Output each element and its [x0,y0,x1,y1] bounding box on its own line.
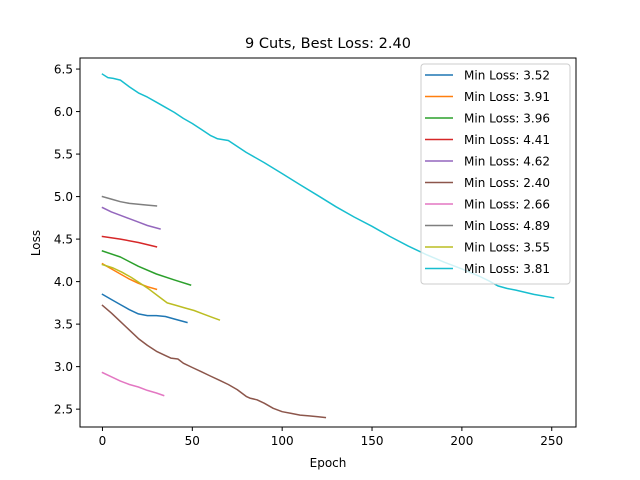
series-line-2 [101,262,158,291]
series-line-4 [101,235,158,248]
legend-item: Min Loss: 3.81 [425,262,550,276]
chart-title: 9 Cuts, Best Loss: 2.40 [245,36,411,52]
legend-item: Min Loss: 4.89 [425,219,550,233]
x-tick-label: 250 [540,434,563,448]
legend-label: Min Loss: 3.52 [464,69,550,83]
x-axis: 0 50 100 150 200 250 [99,427,563,448]
series-line-5 [101,206,161,230]
legend-item: Min Loss: 4.62 [425,155,550,169]
legend-item: Min Loss: 3.52 [425,69,550,83]
x-axis-title: Epoch [310,456,347,470]
legend-label: Min Loss: 4.62 [464,155,550,169]
legend-label: Min Loss: 3.91 [464,90,550,104]
y-tick-label: 3.5 [54,318,73,332]
y-tick-label: 5.0 [54,190,73,204]
series-line-1 [101,293,188,324]
legend-item: Min Loss: 3.96 [425,112,550,126]
legend-item: Min Loss: 3.55 [425,241,550,255]
y-axis: 2.5 3.0 3.5 4.0 4.5 5.0 5.5 6.0 6.5 [54,63,80,417]
y-axis-title: Loss [29,230,43,256]
series-line-9 [101,263,221,321]
y-tick-label: 2.5 [54,403,73,417]
series-line-7 [101,371,165,397]
plot-area [79,57,577,428]
legend-label: Min Loss: 3.81 [464,262,550,276]
legend-label: Min Loss: 2.66 [464,198,550,212]
legend-label: Min Loss: 3.55 [464,241,550,255]
legend-label: Min Loss: 4.89 [464,219,550,233]
x-tick-label: 0 [99,434,107,448]
series-line-3 [101,250,192,286]
x-tick-label: 150 [361,434,384,448]
y-tick-label: 3.0 [54,360,73,374]
x-tick-label: 50 [185,434,200,448]
y-tick-label: 5.5 [54,148,73,162]
y-tick-label: 6.0 [54,105,73,119]
x-tick-label: 100 [271,434,294,448]
y-tick-label: 4.0 [54,275,73,289]
legend-item: Min Loss: 4.41 [425,133,550,147]
legend-box [420,63,571,285]
legend-label: Min Loss: 4.41 [464,133,550,147]
y-tick-label: 6.5 [54,63,73,77]
legend-label: Min Loss: 2.40 [464,176,550,190]
legend: Min Loss: 3.52 Min Loss: 3.91 Min Loss: 3.… [420,63,571,285]
y-tick-label: 4.5 [54,233,73,247]
legend-item: Min Loss: 2.66 [425,198,550,212]
legend-label: Min Loss: 3.96 [464,112,550,126]
series-line-6 [101,304,327,419]
series-line-8 [101,195,158,207]
x-tick-label: 200 [450,434,473,448]
legend-item: Min Loss: 3.91 [425,90,550,104]
legend-item: Min Loss: 2.40 [425,176,550,190]
